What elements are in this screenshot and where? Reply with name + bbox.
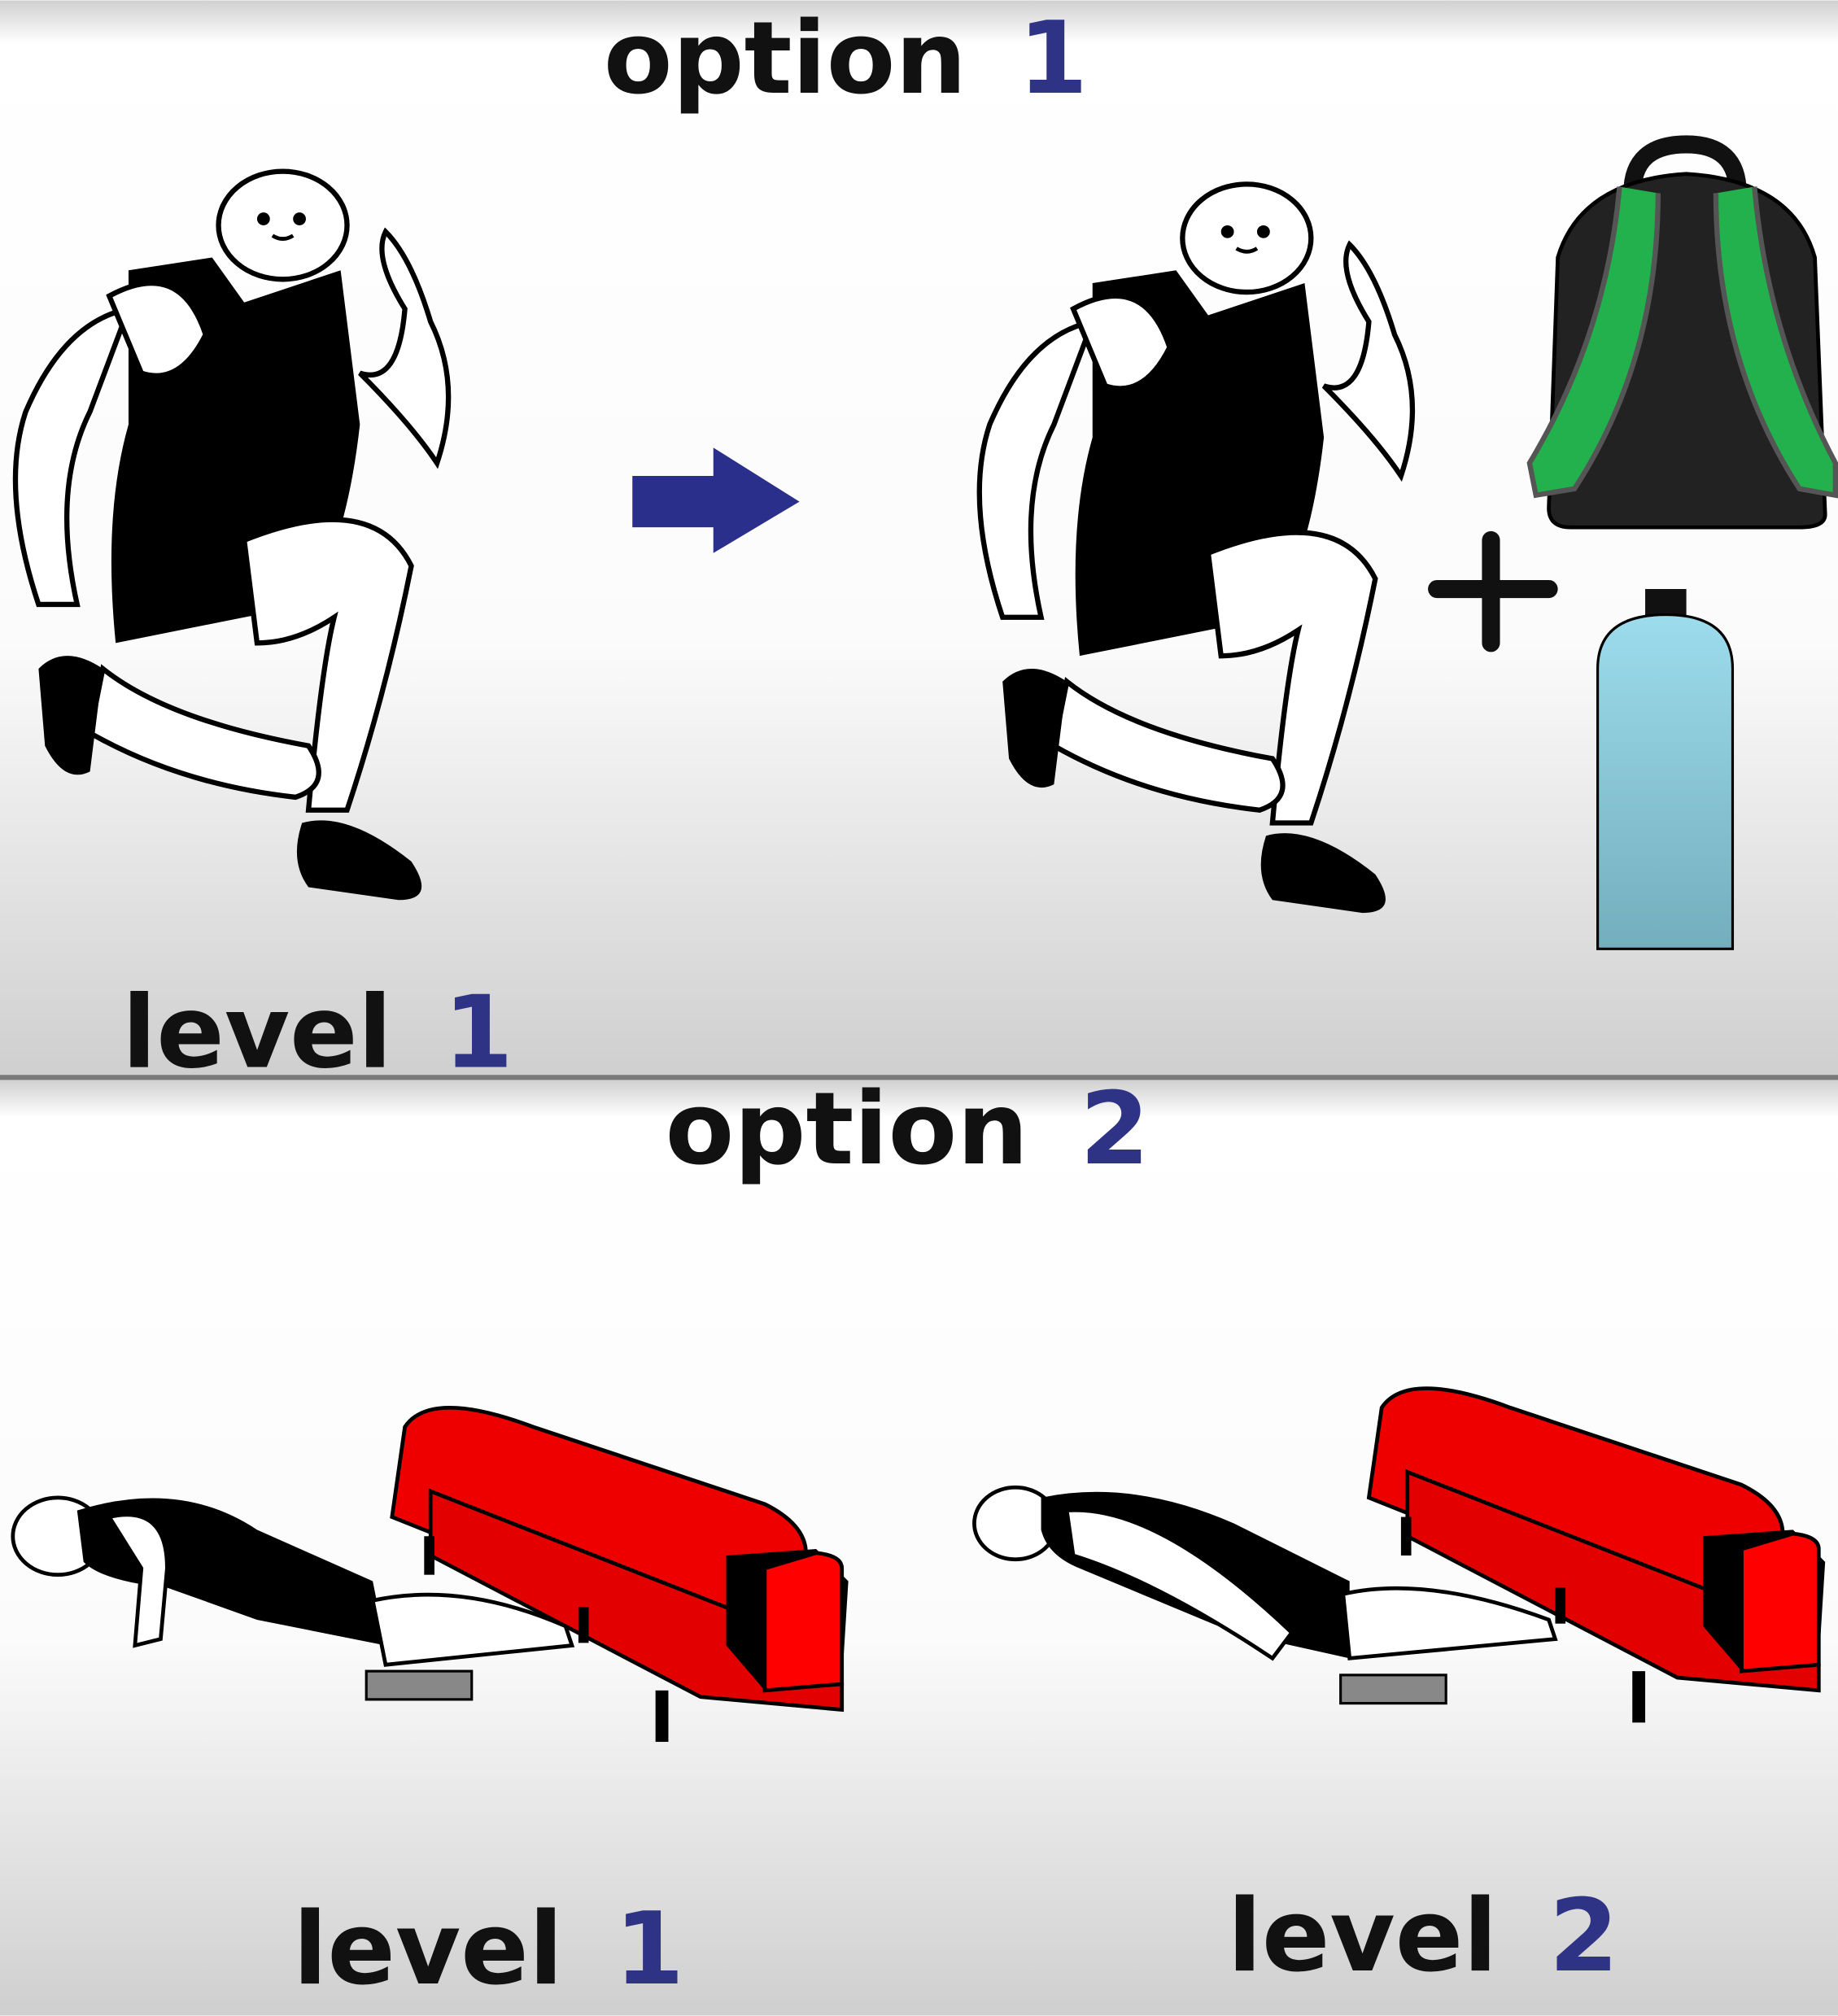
pushup-figure xyxy=(11,1495,575,1701)
label-word: option xyxy=(666,1071,1028,1188)
level-label: level 1 xyxy=(122,975,513,1092)
level-label: level 1 xyxy=(293,1892,684,2008)
water-bottle xyxy=(1596,589,1735,950)
arrow xyxy=(632,447,800,553)
label-number: 2 xyxy=(1080,1071,1150,1188)
option-title: option 1 xyxy=(604,1,1088,117)
plus-sign xyxy=(1428,530,1558,652)
label-number: 2 xyxy=(1549,1879,1619,1995)
pushup-figure-elevated xyxy=(972,1485,1558,1705)
label-word: option xyxy=(604,1,967,117)
label-number: 1 xyxy=(443,975,513,1092)
level-label: level 2 xyxy=(1228,1879,1619,1995)
label-number: 1 xyxy=(1018,1,1088,117)
option-title: option 2 xyxy=(666,1071,1150,1188)
label-word: level xyxy=(122,975,392,1092)
label-word: level xyxy=(293,1892,563,2008)
label-number: 1 xyxy=(614,1892,684,2008)
label-word: level xyxy=(1228,1879,1498,1995)
divider xyxy=(0,1075,1838,1080)
backpack xyxy=(1526,135,1838,530)
